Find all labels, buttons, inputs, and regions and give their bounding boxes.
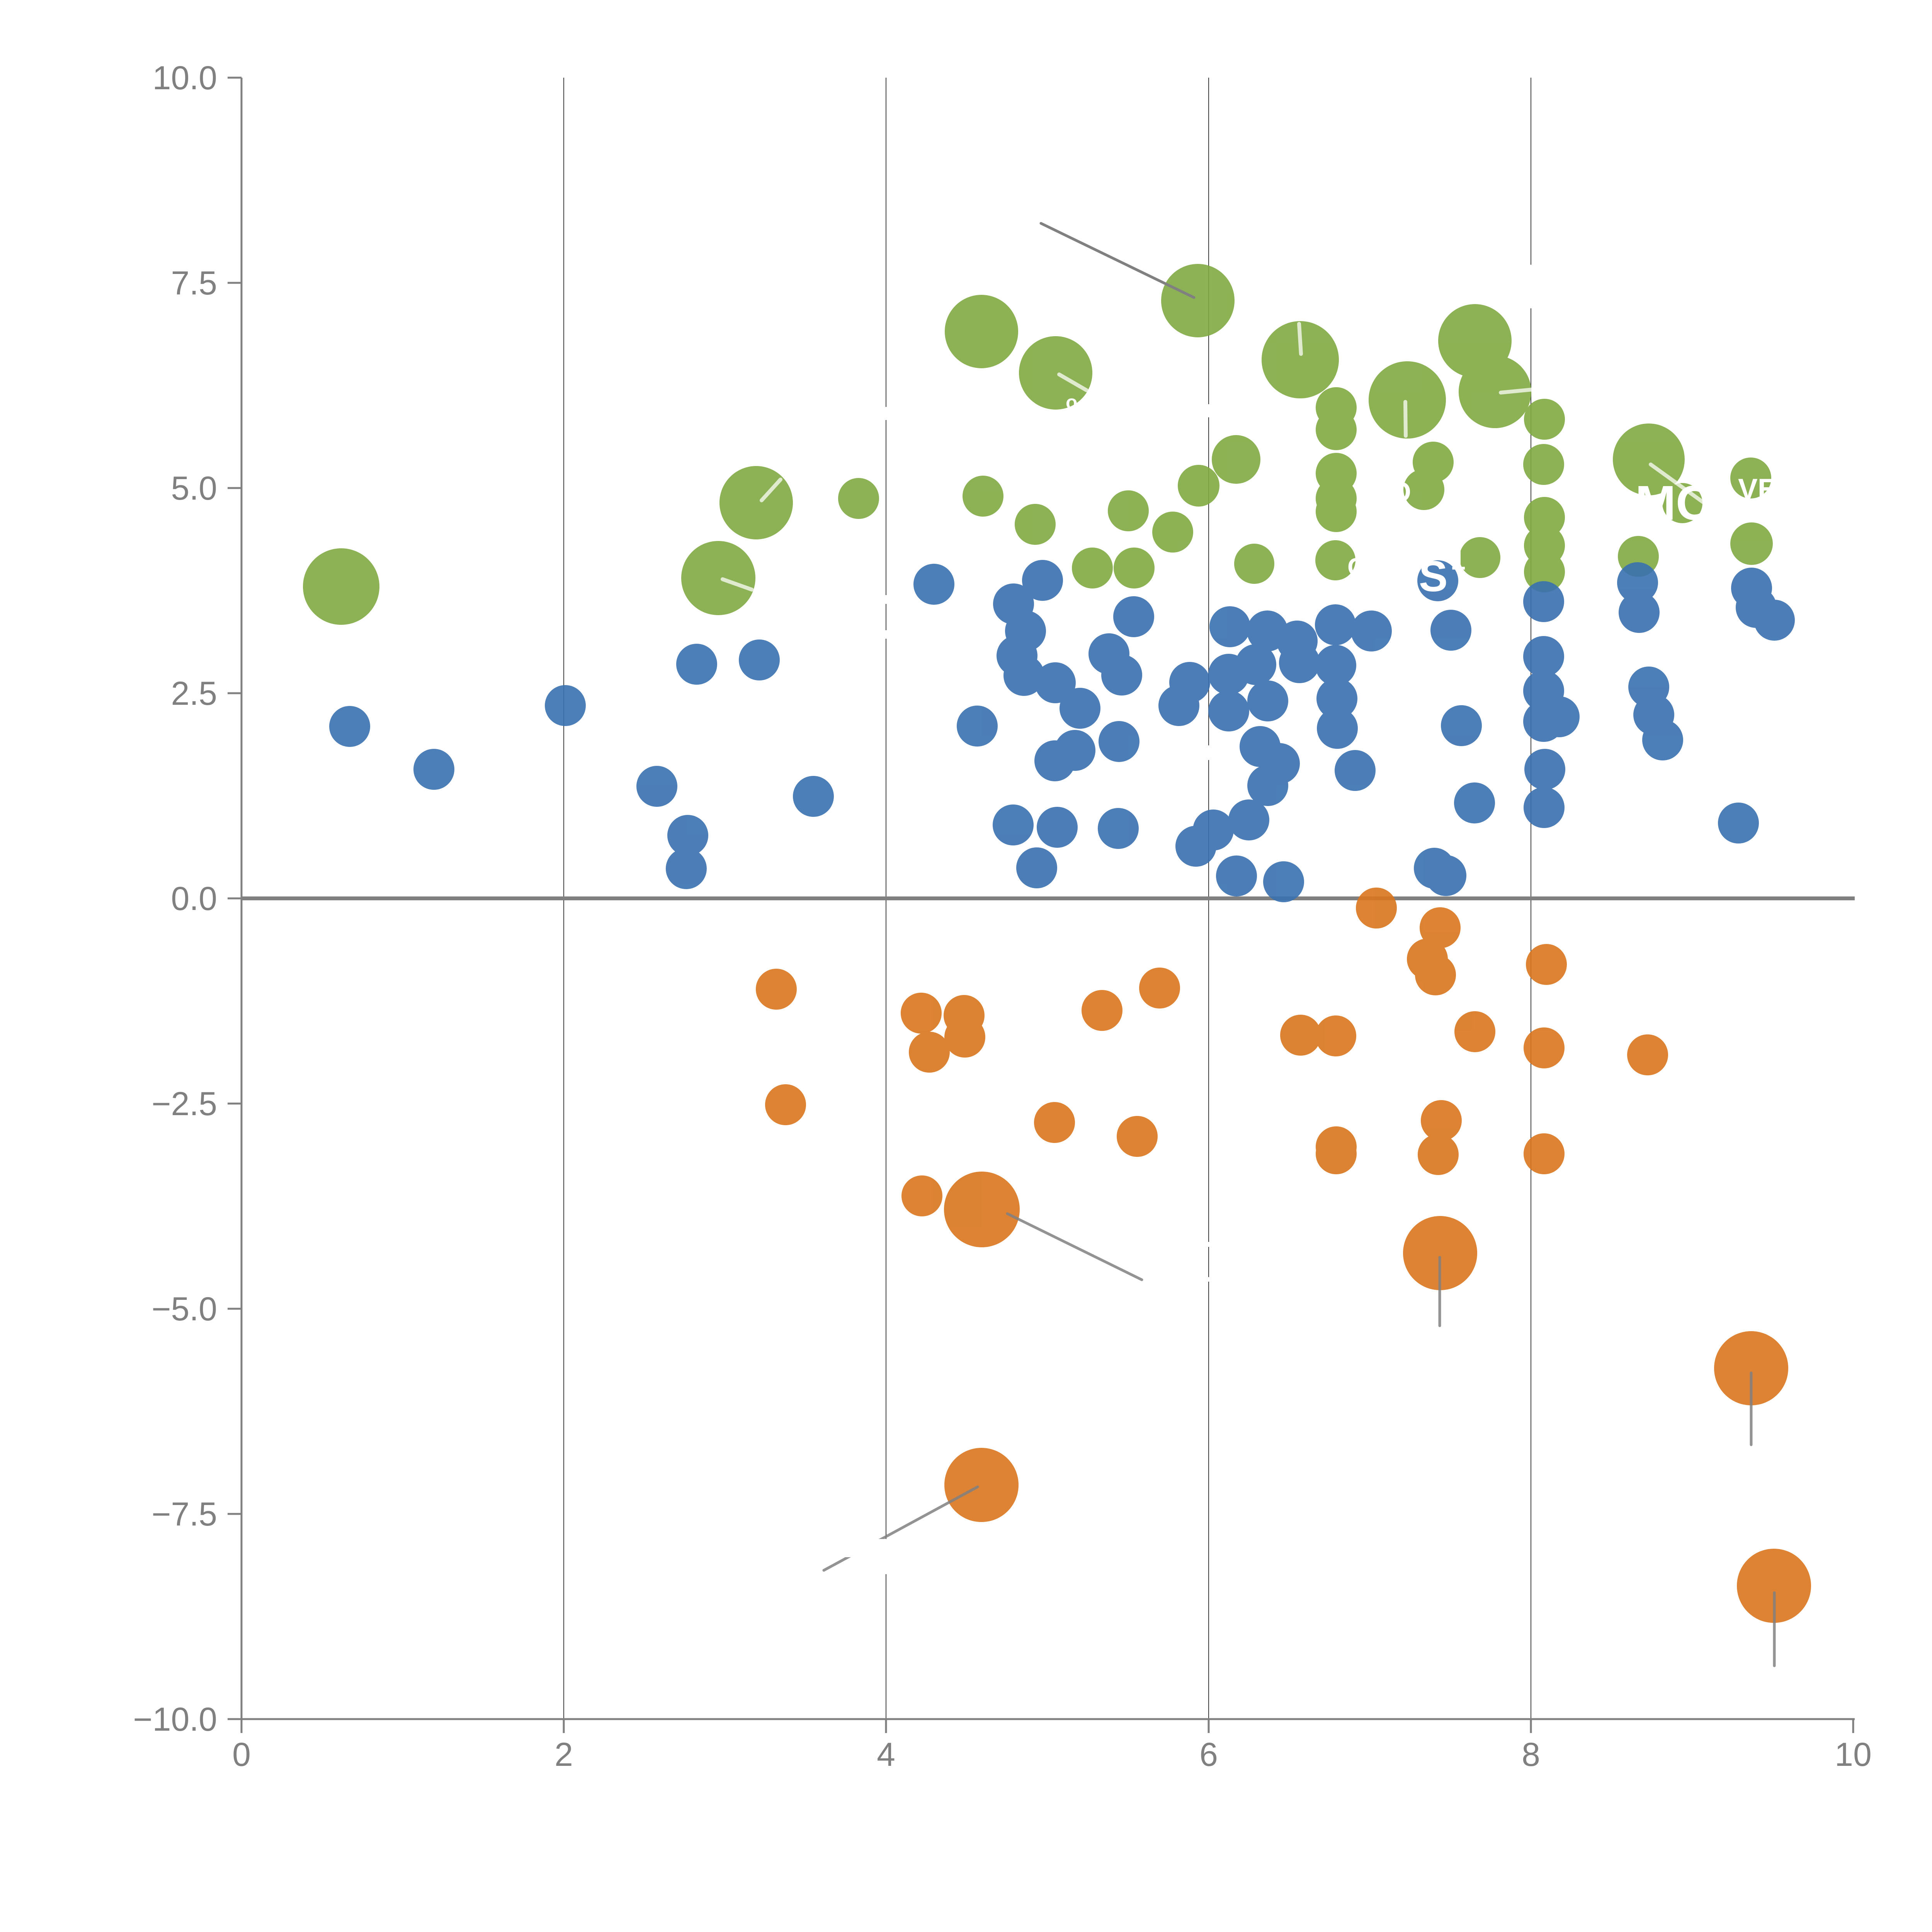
svg-text:5.0: 5.0 xyxy=(171,470,217,507)
svg-text:−5.0: −5.0 xyxy=(151,1291,217,1328)
svg-text:1: 1 xyxy=(1451,545,1466,575)
svg-text:0.0: 0.0 xyxy=(171,880,217,917)
svg-text:O: O xyxy=(1389,477,1411,508)
svg-text:10: 10 xyxy=(1835,1736,1872,1773)
svg-text:8: 8 xyxy=(1522,1736,1540,1773)
svg-text:4: 4 xyxy=(877,1736,895,1773)
svg-text:2.5: 2.5 xyxy=(171,675,217,712)
svg-text:0: 0 xyxy=(232,1736,251,1773)
svg-text:S: S xyxy=(1419,552,1448,600)
svg-text:MO: MO xyxy=(1635,476,1714,530)
svg-text:6: 6 xyxy=(1199,1736,1218,1773)
svg-text:10.0: 10.0 xyxy=(153,60,217,97)
svg-text:−10.0: −10.0 xyxy=(133,1701,217,1738)
svg-text:VE: VE xyxy=(1738,473,1777,506)
svg-text:C3: C3 xyxy=(1347,553,1380,581)
svg-text:−2.5: −2.5 xyxy=(151,1085,217,1122)
svg-text:7.5: 7.5 xyxy=(171,265,217,302)
svg-text:2: 2 xyxy=(554,1736,573,1773)
svg-text:−7.5: −7.5 xyxy=(151,1496,217,1533)
svg-text:o: o xyxy=(1066,391,1078,413)
